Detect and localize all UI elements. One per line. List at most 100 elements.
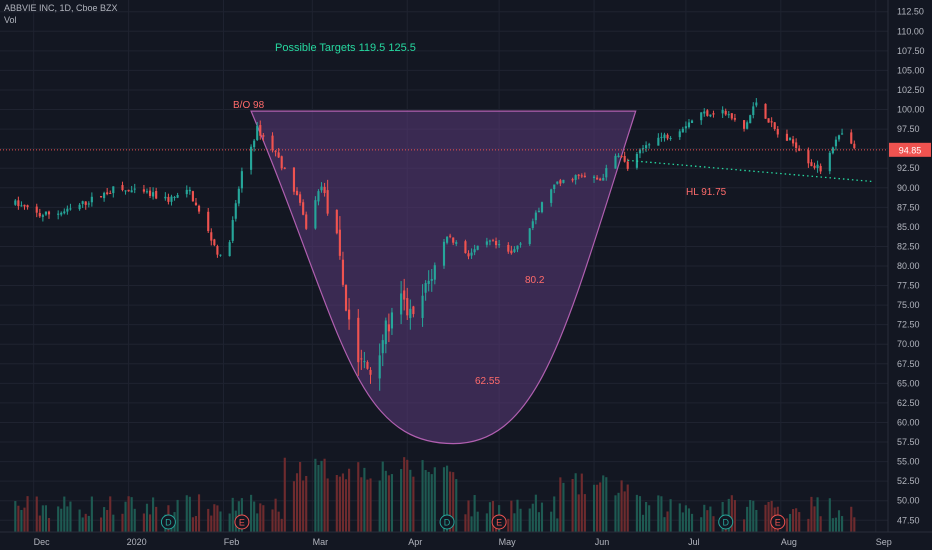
volume-bar <box>78 509 81 532</box>
candle-body <box>556 181 559 184</box>
candle-body <box>819 165 822 172</box>
volume-bar <box>577 494 580 532</box>
volume-bar <box>335 474 338 532</box>
volume-bar <box>112 514 115 532</box>
x-tick-label: 2020 <box>127 537 147 547</box>
volume-bar <box>605 477 608 532</box>
x-tick-label: Feb <box>224 537 240 547</box>
volume-bar <box>81 517 84 532</box>
volume-bar <box>326 478 329 532</box>
candle-body <box>577 174 580 176</box>
volume-bar <box>690 513 694 532</box>
candle-body <box>81 201 84 204</box>
candle-body <box>583 175 586 178</box>
volume-bar <box>813 506 816 532</box>
x-tick-label: Sep <box>876 537 892 547</box>
volume-bar <box>617 492 620 532</box>
volume-bar <box>648 505 651 532</box>
candle-body <box>528 228 531 245</box>
candle-body <box>44 211 48 215</box>
y-tick-label: 85.00 <box>897 222 920 232</box>
candle-body <box>409 308 412 319</box>
x-tick-label: Dec <box>34 537 51 547</box>
volume-bar <box>387 475 390 532</box>
candle-body <box>678 131 681 138</box>
volume-bar <box>41 505 44 532</box>
candle-body <box>746 122 749 129</box>
y-tick-label: 60.00 <box>897 417 920 427</box>
event-marker-label: E <box>496 518 502 528</box>
price-axis-panel <box>888 0 932 550</box>
volume-bar <box>213 504 216 532</box>
volume-bar <box>795 508 798 532</box>
candle-body <box>47 211 51 215</box>
candle-body <box>614 155 617 169</box>
volume-bar <box>384 470 387 532</box>
volume-bar <box>703 504 706 532</box>
candle-body <box>271 135 274 151</box>
candle-body <box>433 265 436 280</box>
candle-body <box>562 179 565 183</box>
x-tick-label: Mar <box>313 537 329 547</box>
candle-body <box>26 205 29 208</box>
volume-bar <box>507 518 510 532</box>
candle-body <box>648 144 651 146</box>
candle-body <box>106 192 109 195</box>
y-tick-label: 70.00 <box>897 339 920 349</box>
volume-bar <box>320 460 323 532</box>
volume-bar <box>390 474 394 532</box>
candle-body <box>210 232 213 241</box>
y-tick-label: 67.50 <box>897 359 920 369</box>
volume-bar <box>121 513 124 532</box>
y-tick-label: 50.00 <box>897 496 920 506</box>
symbol-title: ABBVIE INC, 1D, Cboe BZX <box>4 3 118 13</box>
volume-bar <box>433 467 436 532</box>
event-marker-label: D <box>165 518 172 528</box>
candle-body <box>87 203 90 205</box>
candle-body <box>259 125 262 136</box>
volume-bar <box>99 517 103 532</box>
volume-bar <box>596 484 599 532</box>
time-axis-panel <box>0 532 932 550</box>
volume-bar <box>44 505 48 532</box>
annotation-breakout: B/O 98 <box>233 100 265 111</box>
volume-bar <box>660 496 663 532</box>
volume-bar <box>442 467 446 532</box>
candle-body <box>706 110 709 116</box>
candle-body <box>663 134 666 139</box>
candle-body <box>41 215 44 217</box>
candle-body <box>617 155 620 158</box>
volume-bar <box>210 515 213 532</box>
candle-body <box>384 320 387 345</box>
candle-body <box>537 210 540 213</box>
volume-bar <box>317 464 320 532</box>
volume-bar <box>684 505 687 532</box>
volume-bar <box>602 475 605 532</box>
x-tick-label: Jul <box>688 537 700 547</box>
volume-bar <box>406 459 409 532</box>
volume-bar <box>400 469 403 532</box>
candle-body <box>602 177 605 181</box>
volume-bar <box>559 477 562 532</box>
candle-body <box>507 244 510 252</box>
candle-body <box>727 114 730 116</box>
candle-body <box>369 369 372 375</box>
candle-body <box>470 252 473 256</box>
cup-pattern-shape <box>250 110 637 445</box>
candle-body <box>831 147 834 154</box>
volume-bar <box>403 457 406 532</box>
volume-bar <box>449 471 452 532</box>
event-marker-label: E <box>239 518 245 528</box>
candle-body <box>623 155 626 162</box>
y-tick-label: 65.00 <box>897 378 920 388</box>
candle-body <box>274 151 277 153</box>
candle-body <box>145 191 149 193</box>
volume-bar <box>231 497 234 532</box>
candle-body <box>406 298 409 316</box>
volume-bar <box>743 519 746 532</box>
y-tick-label: 52.50 <box>897 476 920 486</box>
candle-body <box>341 259 345 285</box>
y-tick-label: 77.50 <box>897 281 920 291</box>
candle-body <box>421 295 424 318</box>
